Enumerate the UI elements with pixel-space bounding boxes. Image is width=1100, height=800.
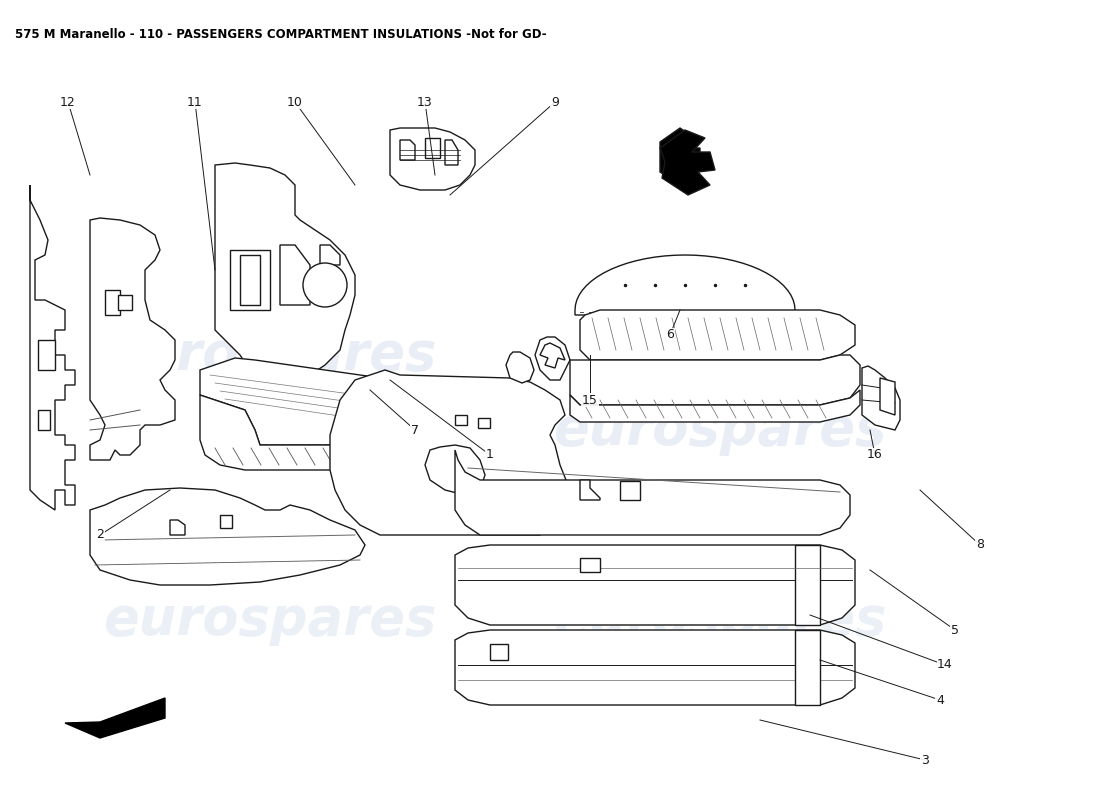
Text: 12: 12 [60, 95, 76, 109]
Polygon shape [230, 250, 270, 310]
Polygon shape [330, 370, 570, 535]
Circle shape [302, 263, 346, 307]
Polygon shape [240, 255, 260, 305]
Text: 10: 10 [287, 95, 303, 109]
Text: 1: 1 [486, 449, 494, 462]
Polygon shape [575, 255, 795, 315]
Polygon shape [570, 355, 860, 405]
Polygon shape [795, 630, 820, 705]
Polygon shape [478, 418, 490, 428]
Polygon shape [280, 245, 310, 305]
Text: 5: 5 [952, 623, 959, 637]
Text: 9: 9 [551, 95, 559, 109]
Polygon shape [118, 295, 132, 310]
Polygon shape [506, 352, 534, 383]
Text: 7: 7 [411, 423, 419, 437]
Polygon shape [104, 290, 120, 315]
Polygon shape [425, 138, 440, 158]
Polygon shape [455, 415, 468, 425]
Polygon shape [455, 450, 850, 535]
Polygon shape [446, 140, 458, 165]
Polygon shape [580, 310, 855, 360]
Text: 11: 11 [187, 95, 202, 109]
Polygon shape [795, 545, 820, 625]
Polygon shape [65, 698, 165, 738]
Polygon shape [39, 410, 50, 430]
Polygon shape [90, 488, 365, 585]
Polygon shape [862, 366, 900, 430]
Text: 6: 6 [667, 329, 674, 342]
Text: eurospares: eurospares [103, 594, 437, 646]
Polygon shape [200, 395, 395, 470]
Polygon shape [620, 481, 640, 500]
Polygon shape [540, 343, 565, 368]
Polygon shape [455, 545, 855, 625]
Polygon shape [90, 218, 175, 460]
Polygon shape [580, 480, 600, 500]
Polygon shape [535, 337, 570, 380]
Polygon shape [390, 128, 475, 190]
Polygon shape [30, 185, 75, 510]
Text: eurospares: eurospares [103, 329, 437, 381]
Polygon shape [214, 163, 355, 385]
Polygon shape [580, 558, 600, 572]
Polygon shape [455, 630, 855, 705]
Text: 2: 2 [96, 529, 103, 542]
Polygon shape [39, 340, 55, 370]
Polygon shape [170, 520, 185, 535]
Polygon shape [490, 644, 508, 660]
Polygon shape [200, 358, 400, 445]
Text: eurospares: eurospares [553, 404, 887, 456]
Polygon shape [425, 445, 485, 495]
Polygon shape [220, 515, 232, 528]
Text: 14: 14 [937, 658, 953, 671]
Polygon shape [400, 140, 415, 160]
Text: 16: 16 [867, 449, 883, 462]
Polygon shape [660, 130, 715, 195]
Text: 3: 3 [921, 754, 928, 766]
Polygon shape [880, 378, 895, 415]
Text: 15: 15 [582, 394, 598, 406]
Text: 8: 8 [976, 538, 984, 551]
Text: 575 M Maranello - 110 - PASSENGERS COMPARTMENT INSULATIONS -Not for GD-: 575 M Maranello - 110 - PASSENGERS COMPA… [15, 28, 547, 41]
Text: 13: 13 [417, 95, 433, 109]
Text: eurospares: eurospares [553, 594, 887, 646]
Polygon shape [320, 245, 340, 265]
Polygon shape [570, 390, 860, 422]
Polygon shape [660, 128, 700, 185]
Text: 4: 4 [936, 694, 944, 706]
